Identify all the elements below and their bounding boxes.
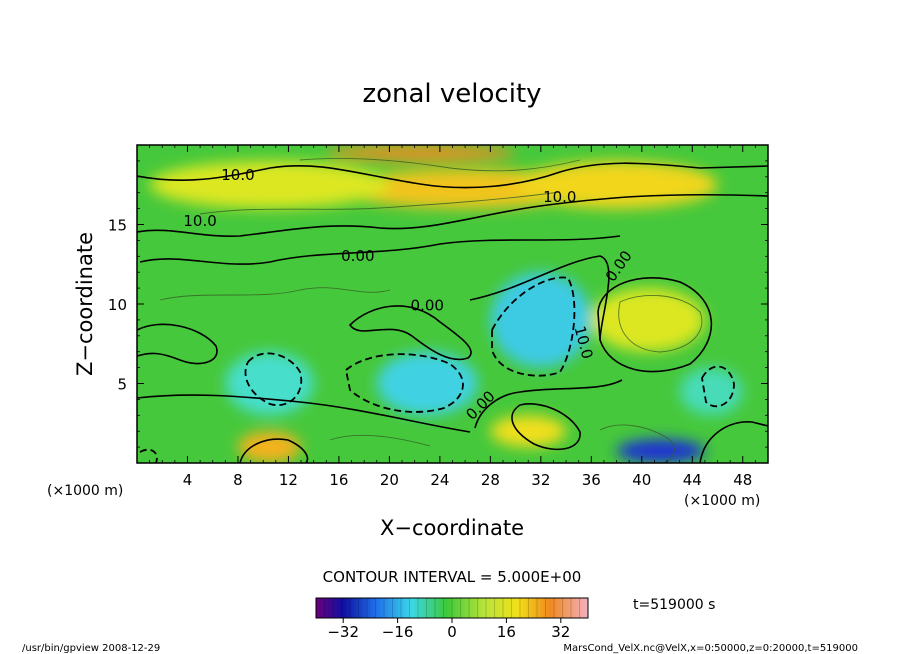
colorbar: −32 −16 0 16 32	[315, 597, 589, 641]
contour-line	[599, 424, 675, 463]
field-region-right-yellow	[515, 160, 718, 209]
y-tick-label: 15	[108, 217, 127, 235]
contour-line	[137, 162, 768, 189]
contour-line	[348, 305, 472, 361]
x-tick-label: 4	[183, 471, 193, 489]
x-tick-label: 16	[329, 471, 348, 489]
x-unit-left: (×1000 m)	[47, 483, 123, 499]
field-region-yellow-eddy	[591, 288, 705, 352]
contour-line	[469, 255, 610, 341]
colorbar-gradient	[316, 598, 588, 618]
field-region-bottom-yellow-2	[490, 415, 567, 448]
contour-label: 0.00	[411, 296, 444, 314]
x-tick-label: 24	[430, 471, 449, 489]
colorbar-ticks: −32 −16 0 16 32	[327, 618, 570, 641]
contour-line	[139, 235, 621, 265]
y-ticks: 5 10 15	[108, 160, 768, 448]
contour-label: 10.0	[221, 166, 254, 184]
x-unit-right: (×1000 m)	[684, 493, 760, 509]
contour-line	[699, 421, 768, 463]
contour-label: 10.0	[543, 188, 576, 206]
x-tick-label: 36	[582, 471, 601, 489]
colorbar-tick-label: −16	[382, 623, 414, 641]
colorbar-tick-label: 16	[497, 623, 516, 641]
x-tick-label: 40	[632, 471, 651, 489]
x-tick-label: 8	[233, 471, 243, 489]
field-region-bottom-blue	[616, 439, 705, 463]
contour-line	[199, 191, 561, 215]
x-tick-label: 32	[531, 471, 550, 489]
contour-line	[474, 379, 623, 429]
x-tick-label: 48	[733, 471, 752, 489]
contour-thin	[159, 158, 703, 463]
contour-line	[299, 158, 581, 172]
colorbar-tick-label: −32	[327, 623, 359, 641]
time-label: t=519000 s	[633, 597, 715, 613]
contour-line	[137, 323, 218, 365]
field-region-cyan-mid	[490, 272, 592, 368]
contour-line	[139, 448, 158, 463]
field-region-cyan-left	[225, 351, 314, 416]
contour-line	[491, 276, 576, 377]
field-region-cyan-center	[376, 351, 478, 416]
field-region-upper-left-yellow	[149, 160, 390, 209]
field-region-bottom-yellow-1	[237, 431, 302, 463]
x-tick-label: 44	[683, 471, 702, 489]
contour-interval: CONTOUR INTERVAL = 5.000E+00	[323, 568, 582, 586]
footer-right: MarsCond_VelX.nc@VelX,x=0:50000,z=0:2000…	[563, 643, 858, 654]
x-tick-label: 28	[481, 471, 500, 489]
contour-label: 10.0	[183, 212, 216, 230]
contour-line	[159, 287, 391, 301]
colorbar-tick-label: 0	[447, 623, 457, 641]
y-tick-label: 5	[117, 376, 127, 394]
field-region-jet-core	[326, 145, 516, 161]
contour-label: 0.00	[341, 247, 374, 265]
x-tick-label: 12	[279, 471, 298, 489]
contour-dashed	[139, 276, 735, 463]
footer-left: /usr/bin/gpview 2008-12-29	[22, 643, 160, 654]
field-region-right-cyan	[679, 367, 743, 416]
contour-line	[137, 193, 768, 238]
y-axis-label: Z−coordinate	[73, 232, 97, 376]
chart-title: zonal velocity	[362, 79, 541, 109]
contour-line	[239, 438, 309, 463]
contour-line	[597, 277, 713, 373]
colorbar-tick-label: 32	[551, 623, 570, 641]
contour-line	[701, 365, 735, 408]
x-ticks: 4 8 12 16 20 24 28 32 36 40 44 48	[149, 145, 756, 489]
contour-line	[511, 403, 581, 451]
plot-area	[137, 145, 768, 463]
contour-line	[329, 434, 431, 447]
y-tick-label: 10	[108, 296, 127, 314]
contour-line	[137, 394, 471, 433]
field-shading	[149, 145, 743, 463]
contour-lines	[137, 162, 768, 463]
x-tick-label: 20	[380, 471, 399, 489]
contour-line	[618, 294, 703, 353]
x-axis-label: X−coordinate	[380, 516, 524, 540]
contour-line	[244, 352, 303, 407]
